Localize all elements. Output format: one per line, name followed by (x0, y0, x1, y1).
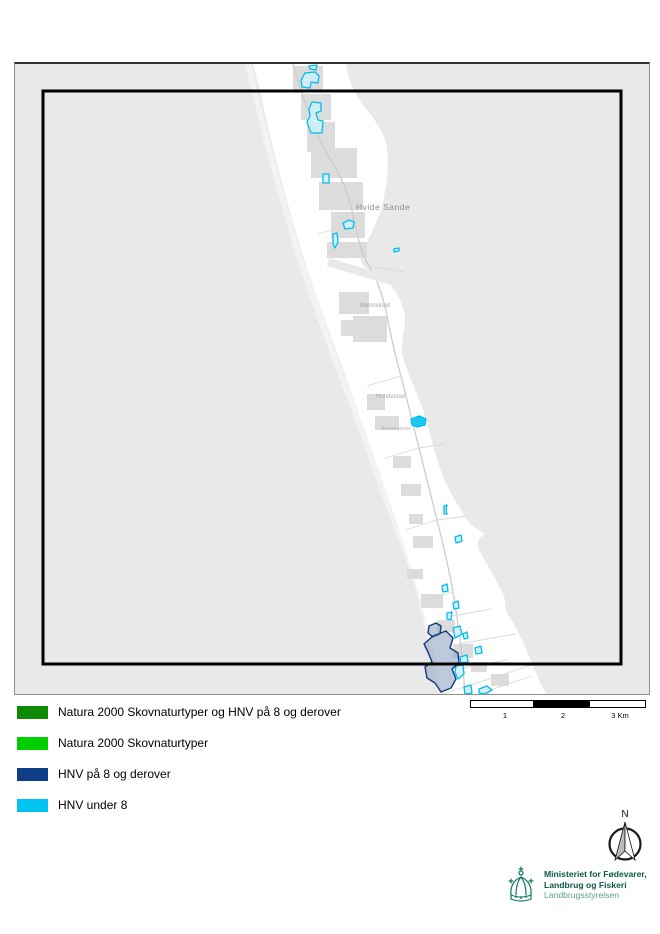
label-hvide-sande: Hvide Sande (356, 202, 410, 212)
crown-icon (508, 866, 534, 902)
harbour-channel (327, 258, 403, 288)
scalebar-tick-3km: 3 Km (611, 711, 629, 720)
north-arrow-label: N (621, 809, 628, 820)
legend-item: Natura 2000 Skovnaturtyper og HNV på 8 o… (17, 705, 341, 719)
legend-label: HNV på 8 og derover (58, 767, 171, 781)
scalebar-black-segment (533, 701, 590, 707)
logo-line-1: Ministeriet for Fødevarer, (544, 869, 647, 879)
legend-item: Natura 2000 Skovnaturtyper (17, 736, 208, 750)
logo-line-2: Landbrug og Fiskeri (544, 879, 627, 890)
scalebar-bar (470, 700, 646, 708)
map-canvas: Hvide Sande Mamrelund Hundestad Annekser… (15, 64, 649, 694)
logo-text: Ministeriet for Fødevarer, Landbrug og F… (544, 866, 647, 901)
label-annekserne: Annekserne (381, 426, 410, 432)
north-arrow-left-half (614, 821, 626, 862)
hnv-8-plus-areas (423, 622, 460, 693)
legend-swatch-hnv8 (17, 767, 48, 781)
north-arrow: N (608, 809, 642, 862)
legend-item: HNV under 8 (17, 798, 127, 812)
legend-label: Natura 2000 Skovnaturtyper (58, 736, 209, 750)
legend-swatch-hnv-under8 (17, 798, 48, 812)
label-hundestad: Hundestad (376, 394, 405, 400)
scalebar-tick-1: 1 (502, 711, 508, 720)
scalebar-tick-2: 2 (560, 711, 566, 720)
north-arrow-right-half (624, 821, 636, 862)
legend-swatch-natura-hnv8 (17, 705, 48, 719)
roads (292, 64, 536, 694)
legend-swatch-natura (17, 736, 48, 750)
label-mamrelund: Mamrelund (360, 303, 390, 309)
ministry-logo: Ministeriet for Fødevarer, Landbrug og F… (504, 866, 647, 906)
extent-rectangle (41, 89, 623, 666)
legend-label: HNV under 8 (58, 798, 128, 812)
scalebar-ticks: 1 2 3 Km (470, 708, 646, 720)
legend-item: HNV på 8 og derover (17, 767, 171, 781)
legend-label: Natura 2000 Skovnaturtyper og HNV på 8 o… (58, 705, 341, 719)
map-frame: Hvide Sande Mamrelund Hundestad Annekser… (14, 62, 650, 695)
land-area (253, 64, 546, 694)
hnv-under-8-areas (300, 64, 493, 694)
logo-line-3: Landbrugsstyrelsen (544, 890, 620, 900)
place-labels: Hvide Sande Mamrelund Hundestad Annekser… (356, 202, 410, 432)
scalebar: 1 2 3 Km (470, 700, 646, 720)
